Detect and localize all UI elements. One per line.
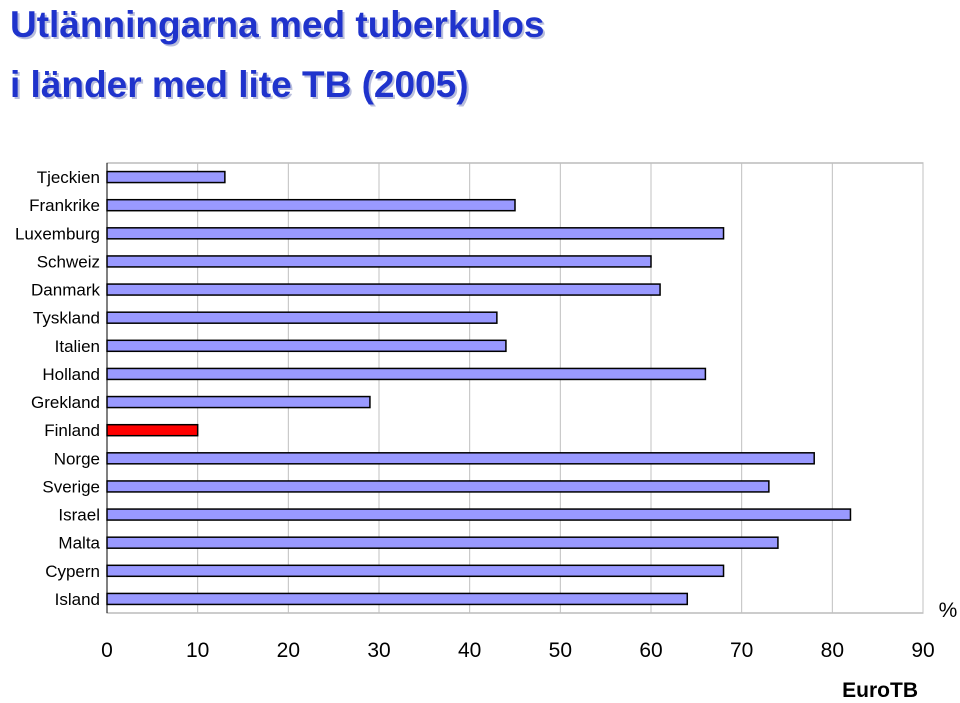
bar-luxemburg bbox=[106, 227, 725, 240]
chart-subtitle: i länder med lite TB (2005) bbox=[10, 64, 469, 105]
x-tick-40: 40 bbox=[458, 639, 481, 662]
category-label-italien: Italien bbox=[55, 337, 100, 356]
source-label: EuroTB bbox=[842, 679, 918, 702]
category-label-israel: Israel bbox=[58, 506, 100, 525]
x-tick-50: 50 bbox=[549, 639, 572, 662]
category-label-island: Island bbox=[55, 590, 100, 609]
category-label-luxemburg: Luxemburg bbox=[15, 224, 100, 243]
category-label-holland: Holland bbox=[42, 365, 100, 384]
bar-norge bbox=[106, 452, 815, 465]
x-tick-0: 0 bbox=[101, 639, 113, 662]
category-label-frankrike: Frankrike bbox=[29, 196, 100, 215]
chart-title: Utlänningarna med tuberkulos bbox=[10, 4, 545, 45]
bar-cypern bbox=[106, 564, 725, 578]
x-tick-30: 30 bbox=[367, 639, 390, 662]
x-unit-label: % bbox=[939, 599, 958, 622]
category-label-cypern: Cypern bbox=[45, 562, 100, 581]
category-labels: Tjeckien Frankrike Luxemburg Schweiz Danmark… bbox=[15, 168, 101, 609]
bar-danmark bbox=[106, 283, 661, 296]
bars bbox=[106, 170, 852, 606]
x-tick-90: 90 bbox=[911, 639, 934, 662]
category-label-grekland: Grekland bbox=[31, 393, 100, 412]
x-tick-10: 10 bbox=[186, 639, 209, 662]
category-label-danmark: Danmark bbox=[31, 281, 100, 300]
bar-frankrike bbox=[106, 198, 516, 212]
bar-grekland bbox=[106, 395, 371, 409]
x-tick-80: 80 bbox=[821, 639, 844, 662]
x-tick-70: 70 bbox=[730, 639, 753, 662]
category-label-tyskland: Tyskland bbox=[33, 309, 100, 328]
category-label-sverige: Sverige bbox=[42, 477, 100, 496]
category-label-schweiz: Schweiz bbox=[37, 252, 100, 271]
bar-malta bbox=[106, 536, 779, 549]
category-label-finland: Finland bbox=[44, 421, 100, 440]
bar-tyskland bbox=[106, 311, 498, 324]
bar-israel bbox=[106, 508, 852, 521]
bar-island bbox=[106, 592, 689, 606]
bar-italien bbox=[106, 339, 507, 353]
x-tick-20: 20 bbox=[277, 639, 300, 662]
category-label-malta: Malta bbox=[58, 534, 100, 553]
x-tick-labels: 0 10 20 30 40 50 60 70 80 90 bbox=[101, 639, 935, 662]
bar-finland bbox=[106, 423, 199, 437]
bar-tjeckien bbox=[106, 170, 226, 184]
category-label-norge: Norge bbox=[54, 449, 100, 468]
bar-sverige bbox=[106, 480, 770, 493]
category-label-tjeckien: Tjeckien bbox=[37, 168, 100, 187]
x-tick-60: 60 bbox=[639, 639, 662, 662]
bar-schweiz bbox=[106, 255, 652, 268]
bar-holland bbox=[106, 367, 707, 381]
